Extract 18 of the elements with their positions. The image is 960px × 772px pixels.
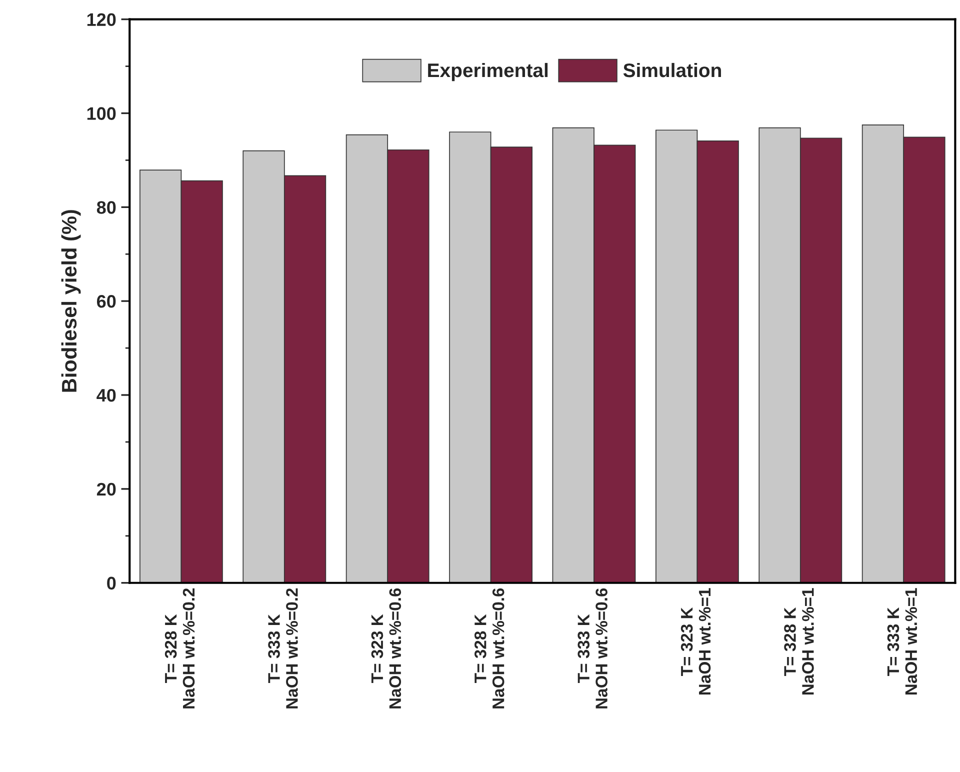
- y-tick-label: 100: [87, 107, 116, 120]
- x-tick-label: T= 328 K NaOH wt.%=0.2: [164, 588, 195, 708]
- x-tick-label: T= 328 K NaOH wt.%=0.6: [474, 588, 504, 708]
- y-tick-label: 80: [96, 201, 116, 214]
- y-tick-label: 20: [96, 482, 116, 496]
- x-tick-label: T= 323 K NaOH wt.%=1: [680, 588, 711, 695]
- x-tick-label: T= 328 K NaOH wt.%=1: [784, 588, 814, 695]
- y-tick-label: 120: [87, 13, 116, 26]
- y-tick-label: 40: [96, 388, 116, 402]
- legend-label: Simulation: [623, 62, 721, 78]
- y-tick-label: 0: [107, 576, 116, 590]
- y-axis-title: Biodiesel yield (%): [61, 210, 81, 392]
- x-tick-label: T= 333 K NaOH wt.%=0.6: [578, 588, 608, 708]
- x-tick-label: T= 333 K NaOH wt.%=1: [887, 588, 918, 695]
- x-tick-label: T= 323 K NaOH wt.%=0.6: [371, 588, 402, 708]
- y-tick-label: 60: [96, 295, 116, 308]
- legend-label: Experimental: [428, 62, 548, 82]
- x-tick-label: T= 333 K NaOH wt.%=0.2: [268, 588, 298, 708]
